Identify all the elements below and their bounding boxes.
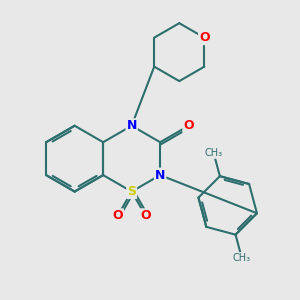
Text: O: O bbox=[183, 119, 194, 132]
Text: N: N bbox=[127, 119, 137, 132]
Text: O: O bbox=[112, 209, 123, 222]
Text: S: S bbox=[127, 185, 136, 198]
Text: O: O bbox=[140, 209, 151, 222]
Text: CH₃: CH₃ bbox=[232, 253, 251, 262]
Text: N: N bbox=[155, 169, 165, 182]
Text: O: O bbox=[199, 31, 210, 44]
Text: CH₃: CH₃ bbox=[205, 148, 223, 158]
